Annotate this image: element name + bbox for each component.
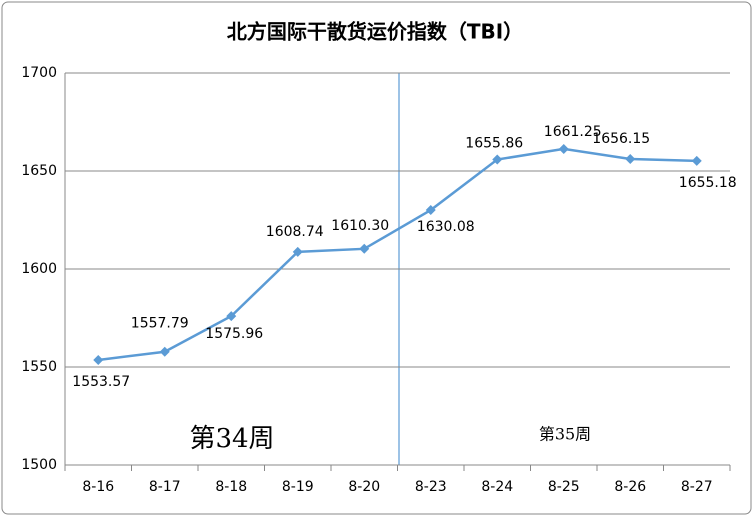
data-label: 1553.57 bbox=[72, 374, 130, 390]
x-tick-label: 8-17 bbox=[149, 479, 181, 495]
y-tick-label: 1700 bbox=[21, 65, 57, 81]
marker bbox=[558, 143, 569, 154]
x-tick-label: 8-18 bbox=[215, 479, 247, 495]
x-tick-label: 8-20 bbox=[348, 479, 380, 495]
data-label: 1655.18 bbox=[679, 175, 737, 191]
y-tick-label: 1500 bbox=[21, 457, 57, 473]
data-label: 1608.74 bbox=[266, 224, 324, 240]
y-tick-label: 1650 bbox=[21, 163, 57, 179]
y-tick-label: 1600 bbox=[21, 261, 57, 277]
line bbox=[98, 147, 697, 362]
data-label: 1656.15 bbox=[592, 131, 650, 147]
marker bbox=[691, 155, 702, 166]
data-label: 1630.08 bbox=[417, 219, 475, 235]
marker bbox=[625, 153, 636, 164]
annotation: 第35周 bbox=[539, 425, 591, 444]
data-label: 1661.25 bbox=[544, 124, 602, 140]
marker bbox=[359, 243, 370, 254]
data-label: 1610.30 bbox=[331, 218, 389, 234]
x-tick-label: 8-16 bbox=[82, 479, 114, 495]
data-label: 1575.96 bbox=[205, 326, 263, 342]
x-tick-label: 8-25 bbox=[548, 479, 580, 495]
x-tick-label: 8-27 bbox=[681, 479, 713, 495]
marker bbox=[492, 154, 503, 165]
x-tick-label: 8-24 bbox=[481, 479, 513, 495]
marker bbox=[93, 355, 104, 366]
chart-title: 北方国际干散货运价指数（TBI） bbox=[227, 20, 523, 44]
y-tick-label: 1550 bbox=[21, 359, 57, 375]
x-tick-label: 8-23 bbox=[415, 479, 447, 495]
x-tick-label: 8-19 bbox=[282, 479, 314, 495]
marker bbox=[226, 311, 237, 322]
data-label: 1557.79 bbox=[131, 316, 189, 332]
data-label: 1655.86 bbox=[465, 136, 523, 152]
annotation: 第34周 bbox=[189, 424, 274, 454]
x-tick-label: 8-26 bbox=[614, 479, 646, 495]
marker bbox=[159, 346, 170, 357]
marker bbox=[292, 246, 303, 257]
marker bbox=[425, 205, 436, 216]
